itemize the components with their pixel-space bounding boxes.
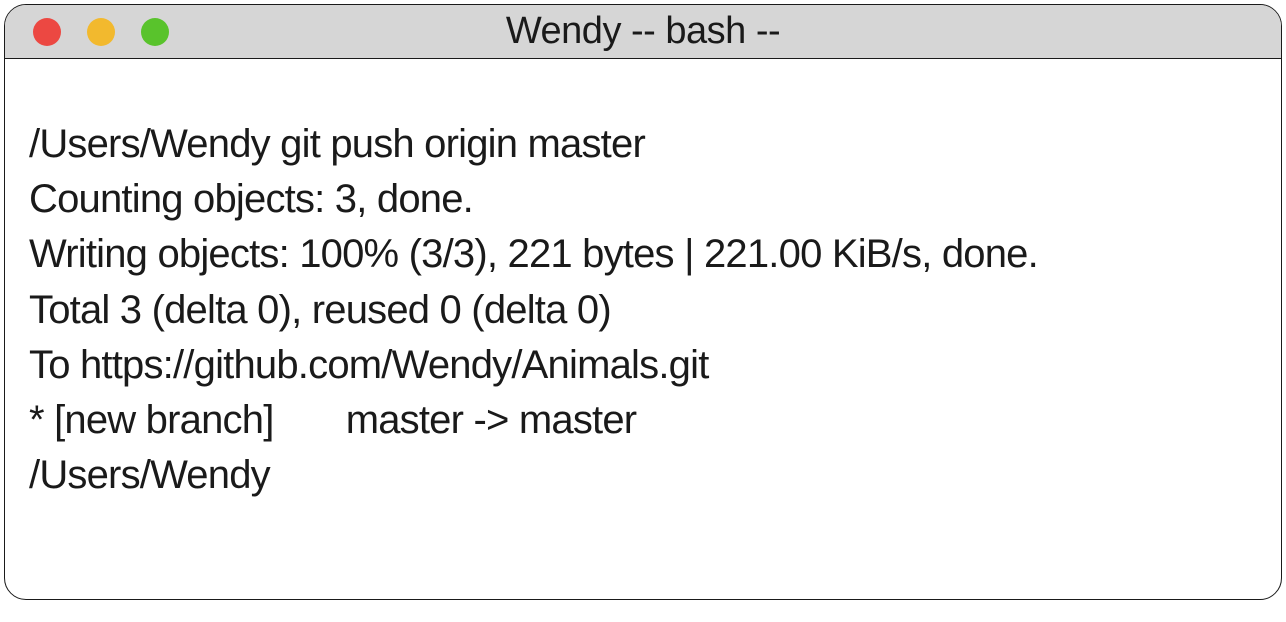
terminal-line: Counting objects: 3, done. xyxy=(29,172,1257,227)
terminal-line: Total 3 (delta 0), reused 0 (delta 0) xyxy=(29,283,1257,338)
terminal-line: Writing objects: 100% (3/3), 221 bytes |… xyxy=(29,227,1257,282)
traffic-lights xyxy=(5,18,169,46)
terminal-window: Wendy -- bash -- /Users/Wendy git push o… xyxy=(4,4,1282,600)
titlebar: Wendy -- bash -- xyxy=(5,5,1281,59)
terminal-line: To https://github.com/Wendy/Animals.git xyxy=(29,338,1257,393)
maximize-icon[interactable] xyxy=(141,18,169,46)
window-title: Wendy -- bash -- xyxy=(5,10,1281,53)
terminal-content[interactable]: /Users/Wendy git push origin master Coun… xyxy=(5,59,1281,599)
terminal-line: /Users/Wendy xyxy=(29,448,1257,503)
minimize-icon[interactable] xyxy=(87,18,115,46)
close-icon[interactable] xyxy=(33,18,61,46)
terminal-line: /Users/Wendy git push origin master xyxy=(29,117,1257,172)
terminal-line: * [new branch] master -> master xyxy=(29,393,1257,448)
